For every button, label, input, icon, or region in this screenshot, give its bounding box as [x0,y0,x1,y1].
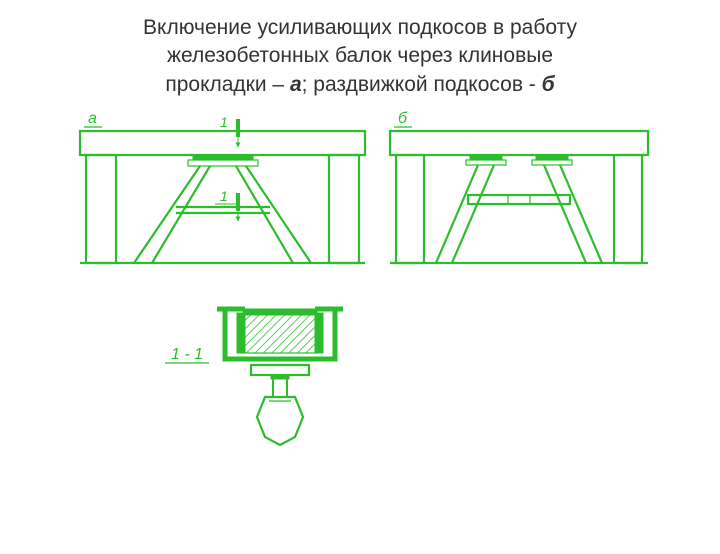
label-a: а [88,110,97,127]
title-label-a: а [290,73,302,96]
panel-b: б [390,110,648,263]
section-1-1: 1 - 1 [165,309,343,445]
title-line-2: железобетонных балок через клиновые [167,44,553,67]
label-b: б [398,110,408,127]
cut-mark-tie: 1 [215,188,238,221]
diagram-svg: а 1 1 [60,99,660,499]
title-line-3-pre: прокладки – [165,73,290,96]
title-line-1: Включение усиливающих подкосов в работу [143,16,577,39]
cut-mark-top-label: 1 [220,114,228,130]
cut-mark-top: 1 [215,114,238,147]
section-label: 1 - 1 [171,346,203,363]
slide-title: Включение усиливающих подкосов в работу … [40,14,680,99]
cut-mark-tie-label: 1 [220,188,228,204]
figure-wrapper: а 1 1 [0,99,720,499]
title-label-b: б [542,73,555,96]
title-line-3-mid: ; раздвижкой подкосов - [302,73,542,96]
panel-a: а 1 1 [80,110,365,263]
